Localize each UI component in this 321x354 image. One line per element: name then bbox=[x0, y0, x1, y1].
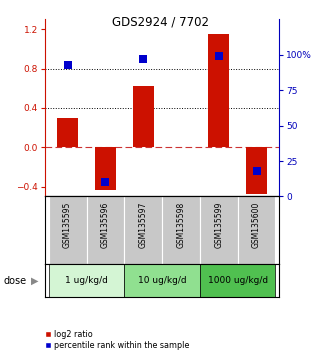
Point bbox=[103, 179, 108, 185]
Text: 10 ug/kg/d: 10 ug/kg/d bbox=[138, 276, 187, 285]
Legend: log2 ratio, percentile rank within the sample: log2 ratio, percentile rank within the s… bbox=[46, 330, 189, 350]
Text: GSM135598: GSM135598 bbox=[177, 202, 186, 248]
Text: 1 ug/kg/d: 1 ug/kg/d bbox=[65, 276, 108, 285]
Text: GDS2924 / 7702: GDS2924 / 7702 bbox=[112, 16, 209, 29]
Bar bbox=[200, 264, 275, 297]
Bar bbox=[124, 264, 200, 297]
Bar bbox=[49, 264, 124, 297]
Point bbox=[254, 168, 259, 174]
Text: GSM135596: GSM135596 bbox=[101, 202, 110, 248]
Text: GSM135600: GSM135600 bbox=[252, 202, 261, 248]
Point bbox=[216, 53, 221, 59]
Text: ▶: ▶ bbox=[30, 275, 38, 286]
Text: GSM135599: GSM135599 bbox=[214, 202, 223, 248]
Bar bbox=[57, 118, 78, 147]
Point bbox=[141, 56, 146, 62]
Bar bbox=[87, 196, 124, 264]
Bar bbox=[200, 196, 238, 264]
Bar bbox=[49, 196, 87, 264]
Bar bbox=[208, 34, 229, 147]
Bar bbox=[238, 196, 275, 264]
Bar bbox=[246, 147, 267, 194]
Bar bbox=[162, 196, 200, 264]
Text: GSM135597: GSM135597 bbox=[139, 202, 148, 248]
Point bbox=[65, 62, 70, 68]
Text: dose: dose bbox=[3, 275, 26, 286]
Bar bbox=[95, 147, 116, 190]
Text: GSM135595: GSM135595 bbox=[63, 202, 72, 248]
Bar bbox=[133, 86, 154, 147]
Bar bbox=[124, 196, 162, 264]
Text: 1000 ug/kg/d: 1000 ug/kg/d bbox=[208, 276, 268, 285]
